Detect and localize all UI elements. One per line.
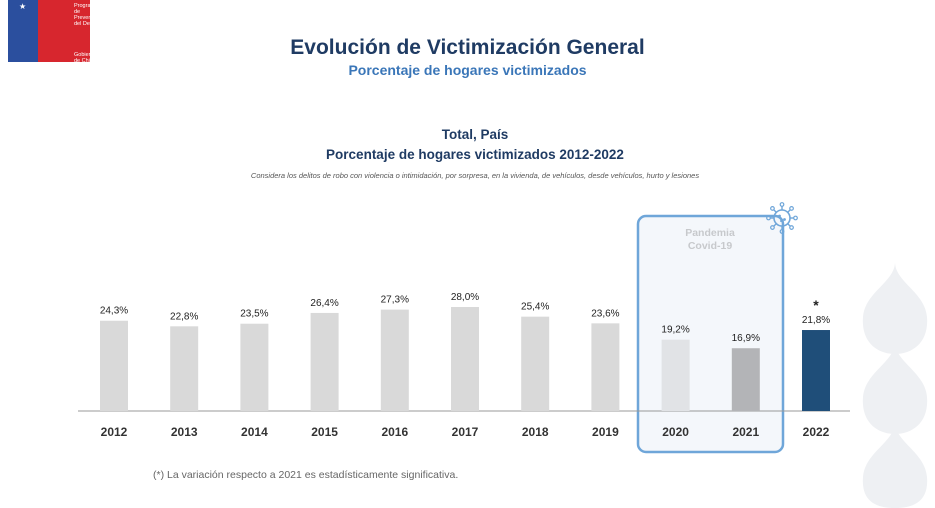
x-tick-label-2012: 2012 <box>101 425 128 439</box>
value-label-2016: 27,3% <box>381 295 409 306</box>
logo-blue-field: ★ <box>8 0 38 62</box>
value-label-2019: 23,6% <box>591 308 619 319</box>
virus-spike-tip <box>770 225 775 230</box>
bar-2022 <box>802 330 830 411</box>
decorative-drop <box>862 342 928 434</box>
bar-2015 <box>310 312 339 411</box>
x-tick-label-2015: 2015 <box>311 425 338 439</box>
logo-red-field: Programa de Prevención del Delito Gobier… <box>38 0 102 64</box>
bar-2016 <box>380 309 409 411</box>
value-label-2020: 19,2% <box>661 325 689 336</box>
x-tick-label-2014: 2014 <box>241 425 268 439</box>
bar-2019 <box>591 323 620 411</box>
star-icon: ★ <box>19 2 27 11</box>
decorative-drop <box>862 262 928 354</box>
virus-icon <box>766 202 798 234</box>
x-tick-label-2021: 2021 <box>732 425 759 439</box>
value-label-2015: 26,4% <box>310 298 338 309</box>
bar-2012 <box>100 320 128 411</box>
value-label-2018: 25,4% <box>521 302 549 313</box>
significance-footnote: (*) La variación respecto a 2021 es esta… <box>153 469 459 481</box>
x-tick-label-2016: 2016 <box>381 425 408 439</box>
virus-spike-tip <box>789 225 794 230</box>
bar-2017 <box>451 307 479 411</box>
bar-2018 <box>521 316 550 411</box>
value-label-2017: 28,0% <box>451 292 479 303</box>
value-label-2022: 21,8% <box>802 315 830 326</box>
value-label-2013: 22,8% <box>170 311 198 322</box>
x-tick-label-2018: 2018 <box>522 425 549 439</box>
x-tick-label-2017: 2017 <box>452 425 479 439</box>
chart-title-line2: Porcentaje de hogares victimizados 2012-… <box>326 147 624 162</box>
logo-top-text: Programa de Prevención del Delito <box>74 3 102 27</box>
value-label-2014: 23,5% <box>240 309 268 320</box>
bar-2014 <box>240 323 269 411</box>
significance-marker-2022: * <box>813 297 819 313</box>
virus-spike-tip <box>770 206 775 211</box>
pandemic-label-line1: Pandemia <box>685 227 735 239</box>
virus-spike-tip <box>779 202 785 207</box>
value-label-2012: 24,3% <box>100 306 128 317</box>
bar-2021 <box>731 348 760 411</box>
decorative-drop <box>862 422 928 508</box>
logo-bottom-text: Gobierno de Chile <box>74 52 97 64</box>
virus-spike-tip <box>793 215 798 221</box>
chart-title-line1: Total, País <box>441 127 509 142</box>
virus-spike-tip <box>766 215 771 221</box>
chart-note: Considera los delitos de robo con violen… <box>250 171 700 180</box>
x-tick-label-2022: 2022 <box>803 425 830 439</box>
page-subtitle: Porcentaje de hogares victimizados <box>348 62 587 78</box>
government-logo: ★ Programa de Prevención del Delito Gobi… <box>8 0 102 64</box>
virus-spike-tip <box>779 229 785 234</box>
x-tick-label-2020: 2020 <box>662 425 689 439</box>
bar-2020 <box>661 339 690 411</box>
virus-spike-tip <box>789 206 794 211</box>
pandemic-label-line2: Covid-19 <box>687 240 733 252</box>
x-tick-label-2019: 2019 <box>592 425 619 439</box>
decorative-drops <box>862 262 928 508</box>
bar-2013 <box>170 326 199 411</box>
pandemic-label: Pandemia Covid-19 <box>640 227 780 253</box>
value-label-2021: 16,9% <box>732 333 760 344</box>
page-title: Evolución de Victimización General <box>290 36 645 59</box>
x-tick-label-2013: 2013 <box>171 425 198 439</box>
